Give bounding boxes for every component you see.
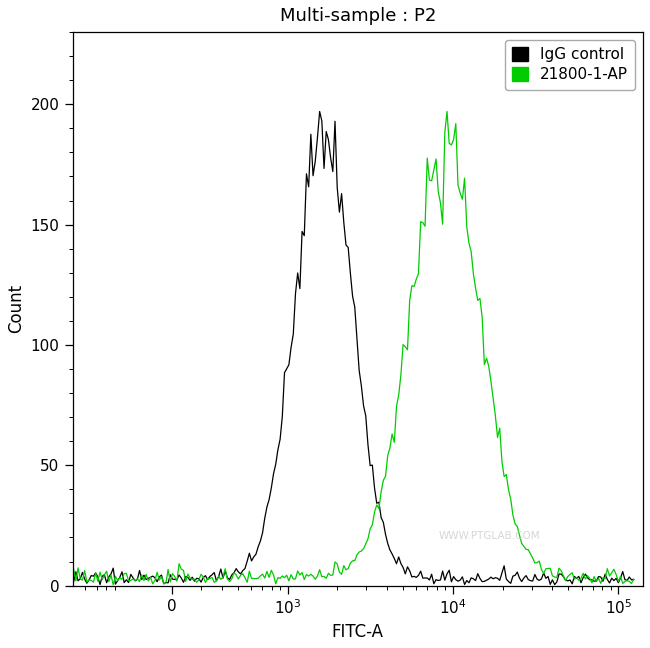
X-axis label: FITC-A: FITC-A bbox=[332, 623, 384, 641]
Title: Multi-sample : P2: Multi-sample : P2 bbox=[280, 7, 436, 25]
Y-axis label: Count: Count bbox=[7, 284, 25, 333]
Legend: IgG control, 21800-1-AP: IgG control, 21800-1-AP bbox=[504, 40, 636, 89]
Text: WWW.PTGLAB.COM: WWW.PTGLAB.COM bbox=[438, 531, 540, 541]
